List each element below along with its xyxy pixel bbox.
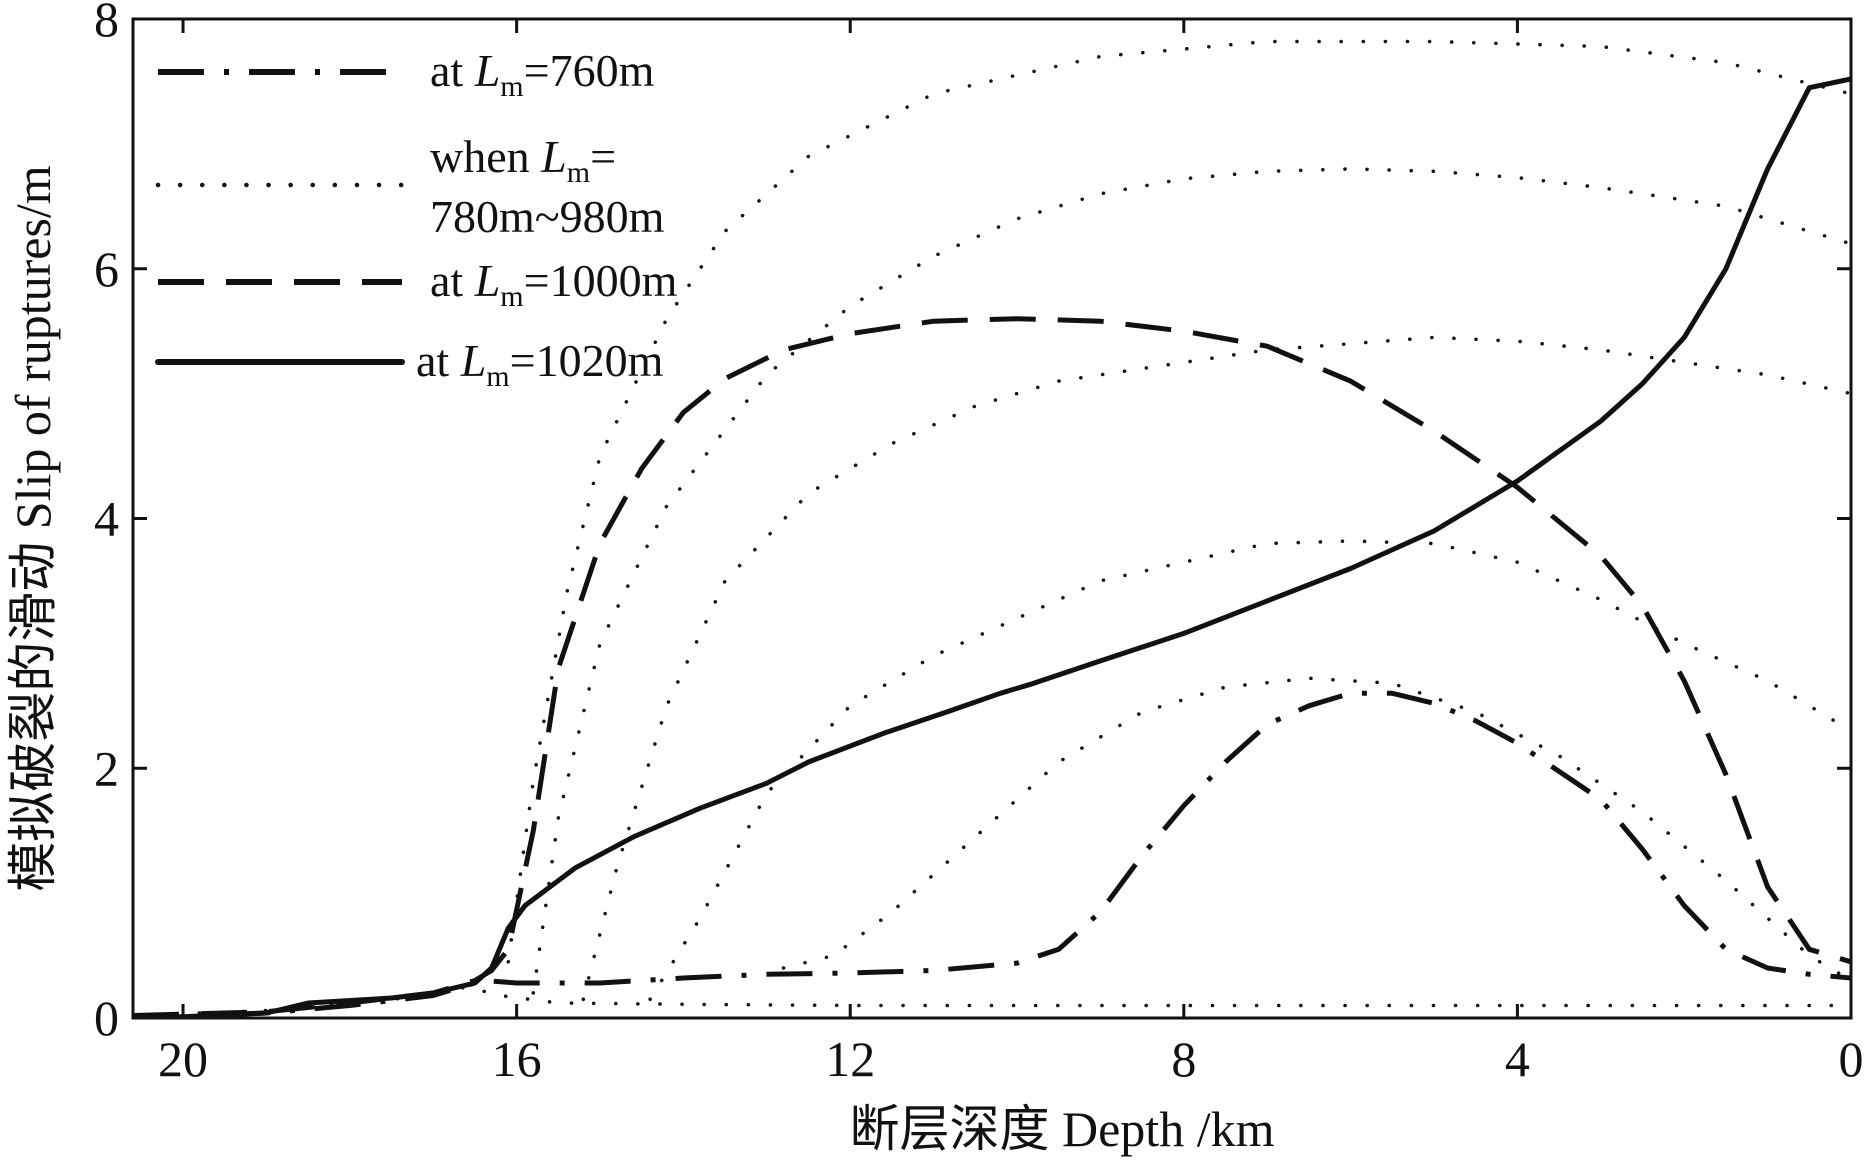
x-tick-label: 12	[825, 1031, 875, 1087]
legend-label: at Lm=760m	[430, 45, 655, 103]
x-tick-label: 4	[1505, 1031, 1530, 1087]
legend: at Lm=760m when Lm=780m~980m at Lm=1000m at…	[155, 45, 678, 393]
series-line-dashed-1	[133, 316, 1851, 1018]
legend-label: at Lm=1020m	[416, 335, 664, 393]
y-axis-title: 模拟破裂的滑动 Slip of ruptures/m	[5, 165, 61, 891]
series-line-dotted-4	[531, 167, 1851, 995]
y-tick-label: 6	[94, 241, 119, 297]
series-line-dotted-3	[506, 39, 1851, 964]
x-tick-label: 0	[1839, 1031, 1864, 1087]
legend-label: at Lm=1000m	[430, 255, 678, 313]
series-line-dotted-8	[133, 985, 1851, 1018]
plot-frame	[131, 17, 1853, 1020]
x-tick-label: 16	[492, 1031, 542, 1087]
legend-label-line2: 780m~980m	[430, 191, 665, 242]
y-tick-label: 2	[94, 740, 119, 796]
y-tick-label: 0	[94, 990, 119, 1046]
ticks-layer: 20 16 12 8 4 0 0 2 4 6 8	[94, 0, 1864, 1087]
legend-label: when Lm=	[430, 131, 616, 189]
series-line-solid-0	[133, 76, 1851, 1018]
x-tick-label: 8	[1171, 1031, 1196, 1087]
series-line-dashdot-2	[133, 690, 1851, 1018]
y-tick-label: 8	[94, 0, 119, 47]
y-tick-label: 4	[94, 491, 119, 547]
series-layer	[133, 39, 1851, 1018]
x-tick-label: 20	[158, 1031, 208, 1087]
x-axis-title: 断层深度 Depth /km	[850, 1101, 1275, 1157]
series-line-dotted-5	[581, 335, 1851, 1002]
series-line-dotted-7	[781, 676, 1851, 983]
